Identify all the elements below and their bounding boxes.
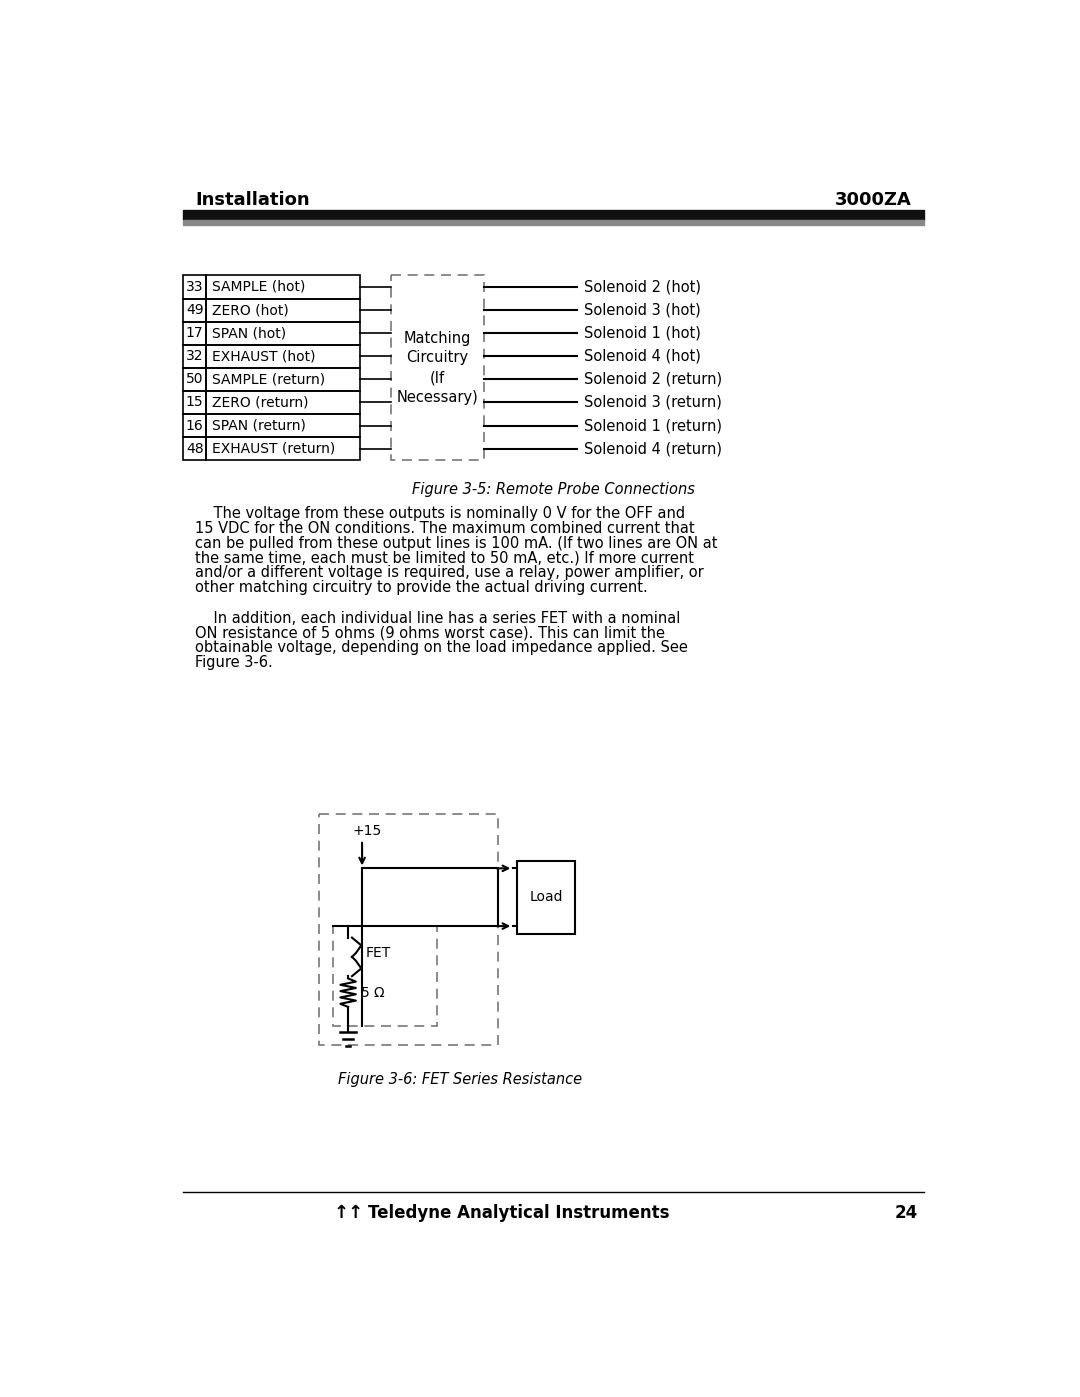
- Bar: [183, 321, 206, 345]
- Text: EXHAUST (return): EXHAUST (return): [213, 441, 336, 455]
- Text: and/or a different voltage is required, use a relay, power amplifier, or: and/or a different voltage is required, …: [195, 564, 704, 580]
- Text: SAMPLE (return): SAMPLE (return): [213, 373, 326, 387]
- Bar: [183, 391, 206, 414]
- Text: 49: 49: [186, 303, 203, 317]
- Text: 17: 17: [186, 326, 203, 341]
- Text: Solenoid 1 (hot): Solenoid 1 (hot): [584, 326, 701, 341]
- Bar: [206, 321, 360, 345]
- Text: Solenoid 3 (return): Solenoid 3 (return): [584, 395, 723, 409]
- Text: 48: 48: [186, 441, 203, 455]
- Text: SPAN (hot): SPAN (hot): [213, 326, 286, 341]
- Text: Figure 3-6: FET Series Resistance: Figure 3-6: FET Series Resistance: [338, 1073, 582, 1087]
- Text: EXHAUST (hot): EXHAUST (hot): [213, 349, 316, 363]
- Text: Figure 3-5: Remote Probe Connections: Figure 3-5: Remote Probe Connections: [413, 482, 694, 497]
- Text: SAMPLE (hot): SAMPLE (hot): [213, 279, 306, 293]
- Text: ON resistance of 5 ohms (9 ohms worst case). This can limit the: ON resistance of 5 ohms (9 ohms worst ca…: [195, 626, 665, 641]
- Bar: [183, 367, 206, 391]
- Text: 24: 24: [894, 1204, 918, 1222]
- Bar: [517, 861, 576, 933]
- Text: The voltage from these outputs is nominally 0 V for the OFF and: The voltage from these outputs is nomina…: [195, 507, 686, 521]
- Text: other matching circuitry to provide the actual driving current.: other matching circuitry to provide the …: [195, 580, 648, 595]
- Text: Solenoid 4 (hot): Solenoid 4 (hot): [584, 349, 701, 363]
- Text: FET: FET: [366, 946, 391, 960]
- Text: Installation: Installation: [195, 191, 310, 210]
- Text: Solenoid 4 (return): Solenoid 4 (return): [584, 441, 723, 457]
- Bar: [206, 275, 360, 299]
- Text: 5 $\Omega$: 5 $\Omega$: [360, 986, 386, 1000]
- Bar: [183, 210, 924, 219]
- Bar: [320, 814, 498, 1045]
- Bar: [183, 219, 924, 225]
- Bar: [183, 414, 206, 437]
- Text: +15: +15: [352, 824, 381, 838]
- Text: ZERO (return): ZERO (return): [213, 395, 309, 409]
- Text: Solenoid 2 (return): Solenoid 2 (return): [584, 372, 723, 387]
- Text: 33: 33: [186, 279, 203, 293]
- Bar: [183, 275, 206, 299]
- Text: SPAN (return): SPAN (return): [213, 419, 307, 433]
- Text: can be pulled from these output lines is 100 mA. (If two lines are ON at: can be pulled from these output lines is…: [195, 535, 718, 550]
- Bar: [206, 391, 360, 414]
- Bar: [183, 437, 206, 460]
- Bar: [183, 299, 206, 321]
- Text: 3000ZA: 3000ZA: [835, 191, 912, 210]
- Text: Solenoid 3 (hot): Solenoid 3 (hot): [584, 303, 701, 317]
- Text: Teledyne Analytical Instruments: Teledyne Analytical Instruments: [367, 1204, 669, 1222]
- Text: ZERO (hot): ZERO (hot): [213, 303, 289, 317]
- Text: 16: 16: [186, 419, 203, 433]
- Text: the same time, each must be limited to 50 mA, etc.) If more current: the same time, each must be limited to 5…: [195, 550, 694, 566]
- Bar: [206, 414, 360, 437]
- Text: Matching
Circuitry
(If
Necessary): Matching Circuitry (If Necessary): [396, 331, 478, 405]
- Bar: [206, 367, 360, 391]
- Text: Figure 3-6.: Figure 3-6.: [195, 655, 273, 671]
- Text: Solenoid 2 (hot): Solenoid 2 (hot): [584, 279, 702, 295]
- Text: 50: 50: [186, 373, 203, 387]
- Bar: [206, 437, 360, 460]
- Text: obtainable voltage, depending on the load impedance applied. See: obtainable voltage, depending on the loa…: [195, 640, 688, 655]
- Text: In addition, each individual line has a series FET with a nominal: In addition, each individual line has a …: [195, 610, 680, 626]
- Text: 15: 15: [186, 395, 203, 409]
- Bar: [183, 345, 206, 367]
- Bar: [206, 299, 360, 321]
- Text: 15 VDC for the ON conditions. The maximum combined current that: 15 VDC for the ON conditions. The maximu…: [195, 521, 696, 536]
- Bar: [391, 275, 484, 460]
- Text: ↑↑: ↑↑: [334, 1204, 364, 1222]
- Text: Load: Load: [529, 890, 563, 904]
- Bar: [206, 345, 360, 367]
- Bar: [333, 926, 437, 1027]
- Text: 32: 32: [186, 349, 203, 363]
- Text: Solenoid 1 (return): Solenoid 1 (return): [584, 418, 723, 433]
